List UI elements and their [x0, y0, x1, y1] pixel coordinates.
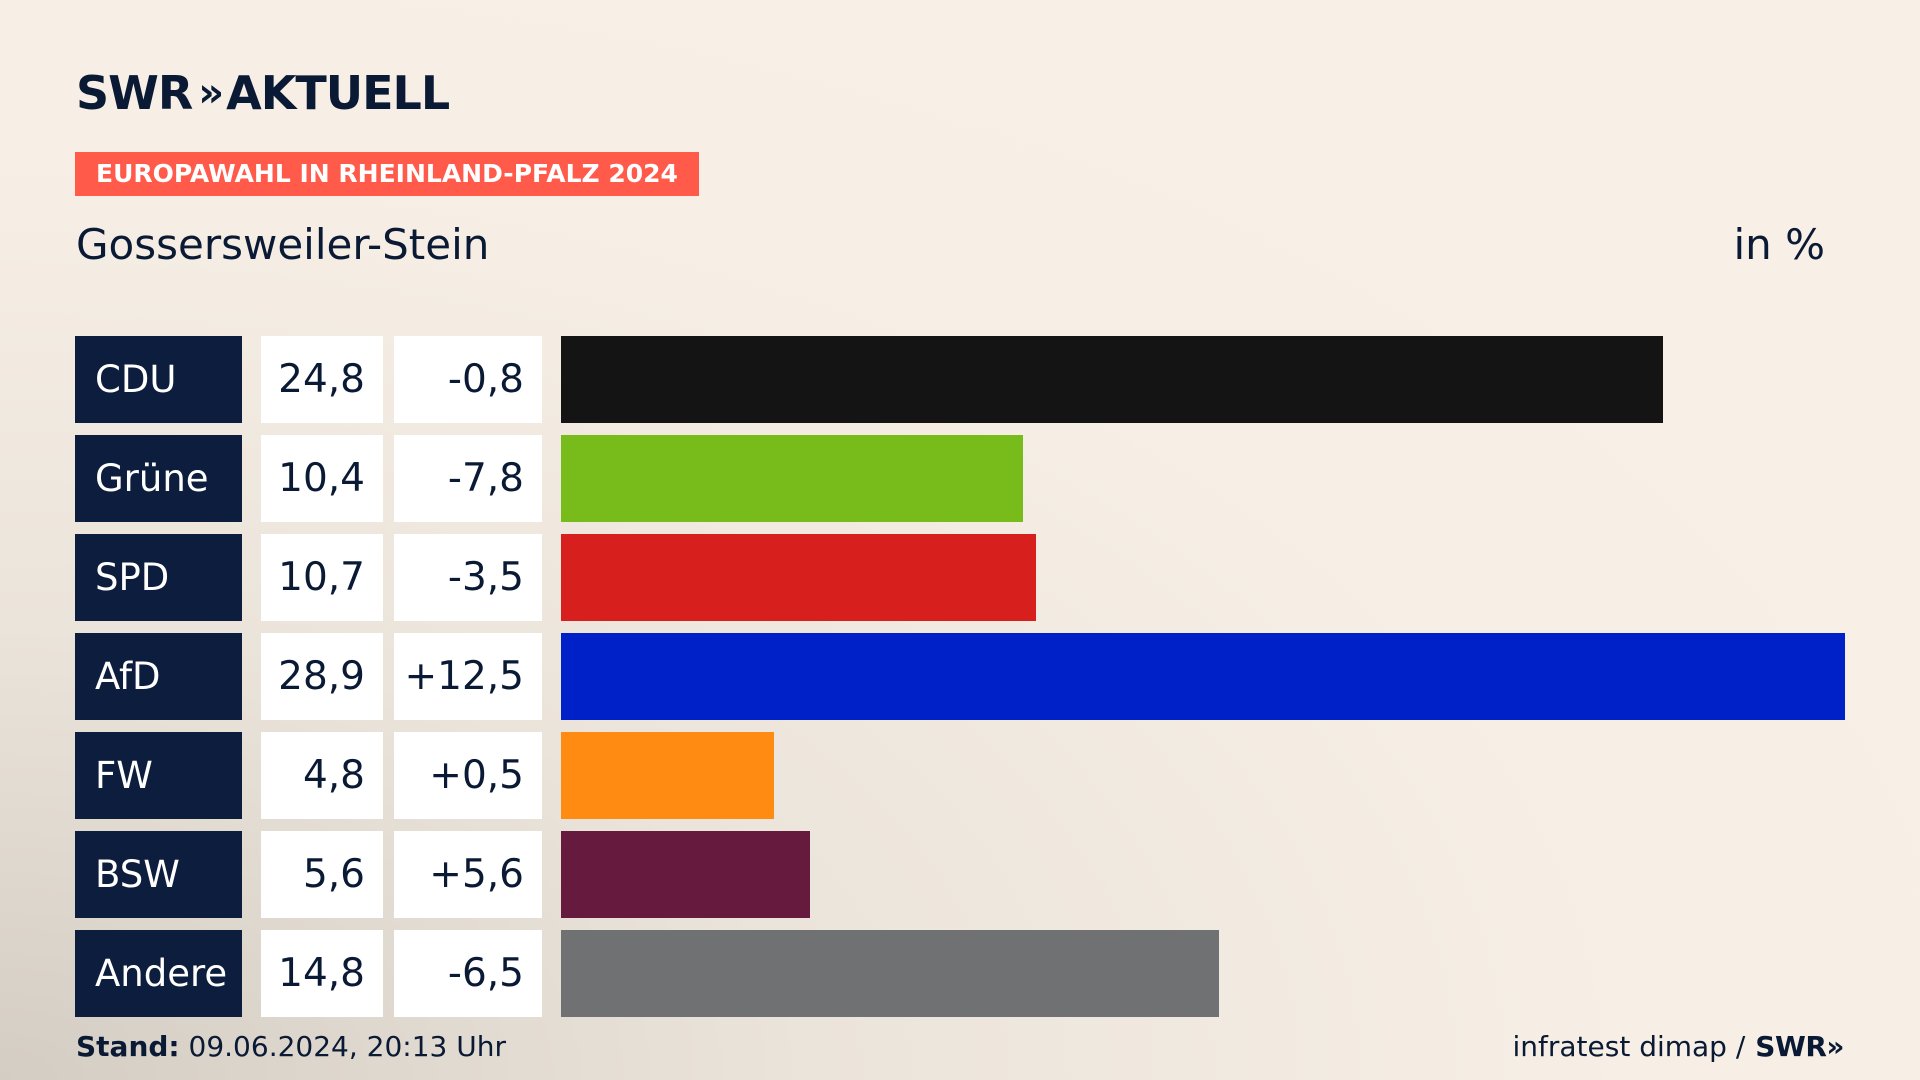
change-label: -7,8 — [394, 435, 542, 522]
party-label: Andere — [75, 930, 242, 1017]
source-credit: infratest dimap / SWR» — [1512, 1030, 1844, 1063]
party-label: CDU — [75, 336, 242, 423]
election-banner: EUROPAWAHL IN RHEINLAND-PFALZ 2024 — [75, 152, 699, 196]
vote-share-label: 14,8 — [261, 930, 383, 1017]
logo-aktuell: AKTUELL — [226, 66, 450, 120]
vote-share-bar — [561, 732, 774, 819]
party-row: BSW 5,6 +5,6 — [75, 831, 1845, 918]
vote-share-label: 10,4 — [261, 435, 383, 522]
vote-share-bar — [561, 534, 1036, 621]
vote-share-label: 24,8 — [261, 336, 383, 423]
party-row: FW 4,8 +0,5 — [75, 732, 1845, 819]
source-text: infratest dimap / — [1512, 1030, 1746, 1063]
timestamp: Stand: 09.06.2024, 20:13 Uhr — [76, 1030, 506, 1063]
vote-share-bar — [561, 633, 1845, 720]
swr-aktuell-logo: SWR » AKTUELL — [76, 66, 450, 120]
party-label: Grüne — [75, 435, 242, 522]
logo-chevron-icon: » — [198, 70, 224, 116]
change-label: +0,5 — [394, 732, 542, 819]
party-row: AfD 28,9 +12,5 — [75, 633, 1845, 720]
vote-share-bar — [561, 435, 1023, 522]
stand-label: Stand: — [76, 1030, 180, 1063]
party-row: CDU 24,8 -0,8 — [75, 336, 1845, 423]
party-row: Andere 14,8 -6,5 — [75, 930, 1845, 1017]
change-label: -0,8 — [394, 336, 542, 423]
vote-share-label: 10,7 — [261, 534, 383, 621]
vote-share-label: 4,8 — [261, 732, 383, 819]
vote-share-label: 5,6 — [261, 831, 383, 918]
party-label: AfD — [75, 633, 242, 720]
change-label: -3,5 — [394, 534, 542, 621]
vote-share-bar — [561, 831, 810, 918]
change-label: -6,5 — [394, 930, 542, 1017]
party-label: SPD — [75, 534, 242, 621]
municipality-title: Gossersweiler-Stein — [76, 220, 490, 269]
party-row: SPD 10,7 -3,5 — [75, 534, 1845, 621]
change-label: +12,5 — [394, 633, 542, 720]
source-swr-logo: SWR» — [1755, 1030, 1844, 1063]
vote-share-bar — [561, 930, 1219, 1017]
vote-share-label: 28,9 — [261, 633, 383, 720]
logo-swr: SWR — [76, 66, 193, 120]
party-label: BSW — [75, 831, 242, 918]
party-label: FW — [75, 732, 242, 819]
vote-share-bar — [561, 336, 1663, 423]
stand-value: 09.06.2024, 20:13 Uhr — [188, 1030, 506, 1063]
party-row: Grüne 10,4 -7,8 — [75, 435, 1845, 522]
change-label: +5,6 — [394, 831, 542, 918]
unit-label: in % — [1733, 220, 1825, 269]
